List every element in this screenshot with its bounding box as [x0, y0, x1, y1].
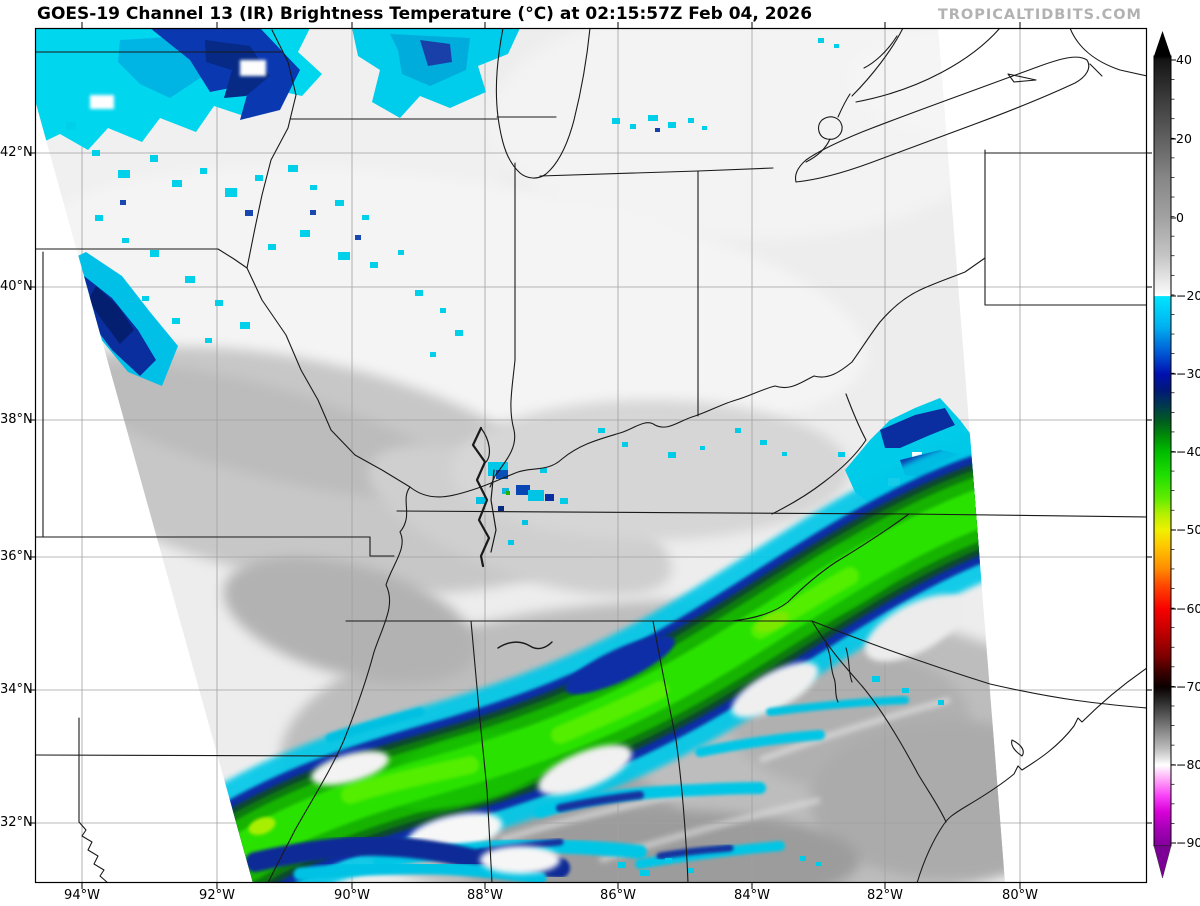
tennessee-river — [471, 426, 491, 568]
colorbar-tick-label: 0 — [1176, 210, 1184, 225]
map-frame — [29, 22, 1152, 889]
colorbar-tick-label: −20 — [1176, 288, 1200, 303]
bottom-axis-ticks — [81, 883, 1021, 889]
colorbar-arrow-bottom — [1153, 845, 1172, 879]
colorbar-tick-label: −70 — [1176, 679, 1200, 694]
lat-tick-label: 36°N — [0, 549, 33, 564]
top-axis-ticks — [81, 22, 1021, 28]
lon-tick-label: 92°W — [199, 888, 235, 903]
state-borders — [35, 28, 1147, 883]
colorbar-tick-label: 20 — [1176, 131, 1192, 146]
lat-tick-label: 40°N — [0, 279, 33, 294]
colorbar-tick-label: −40 — [1176, 444, 1200, 459]
cold-speckles-south — [618, 676, 944, 876]
watermark: TROPICALTIDBITS.COM — [937, 7, 1142, 23]
colorbar-tick-label: 40 — [1176, 52, 1192, 67]
colorbar-arrow-top — [1154, 31, 1171, 56]
cold-front-cloud-band — [173, 434, 1005, 883]
lat-tick-label: 32°N — [0, 815, 33, 830]
lon-tick-label: 80°W — [1002, 888, 1038, 903]
lon-tick-label: 86°W — [600, 888, 636, 903]
colorbar-minor-ticks — [1171, 59, 1175, 844]
colorbar-tick-label: −80 — [1176, 757, 1200, 772]
cold-cloud-layers — [35, 28, 1005, 883]
right-axis-ticks — [1147, 152, 1152, 824]
lon-tick-label: 90°W — [334, 888, 370, 903]
left-axis-ticks — [29, 152, 35, 824]
page-title: GOES-19 Channel 13 (IR) Brightness Tempe… — [37, 4, 813, 24]
colorbar-tick-label: −90 — [1176, 835, 1200, 850]
colorbar-gradient — [1153, 55, 1172, 847]
colorbar — [1153, 31, 1176, 879]
colorbar-tick-label: −60 — [1176, 601, 1200, 616]
cold-speckles-north — [612, 38, 839, 130]
lat-tick-label: 34°N — [0, 682, 33, 697]
lon-tick-label: 94°W — [64, 888, 100, 903]
lon-tick-label: 88°W — [467, 888, 503, 903]
colorbar-tick-label: −50 — [1176, 522, 1200, 537]
lat-tick-label: 42°N — [0, 145, 33, 160]
lon-tick-label: 82°W — [867, 888, 903, 903]
colorbar-tick-label: −30 — [1176, 366, 1200, 381]
lon-tick-label: 84°W — [734, 888, 770, 903]
lat-tick-label: 38°N — [0, 412, 33, 427]
